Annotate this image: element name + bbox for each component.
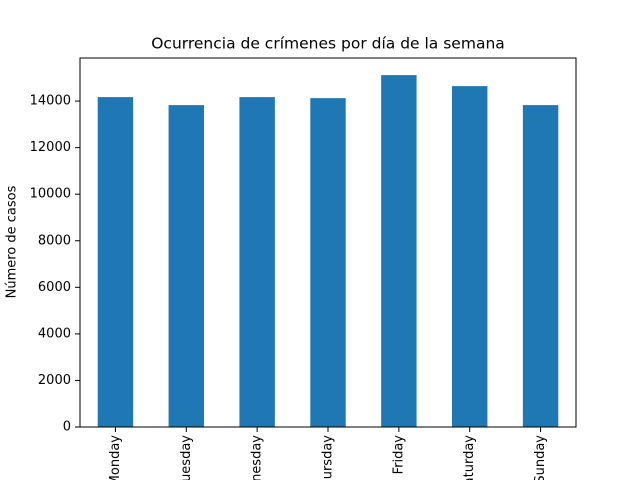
y-tick-label: 10000 <box>30 187 71 202</box>
bar <box>239 97 275 428</box>
y-tick-label: 14000 <box>30 94 71 109</box>
x-tick-label: Friday <box>391 435 406 475</box>
plot-frame <box>79 57 577 428</box>
y-axis-label: Número de casos <box>5 185 20 298</box>
bar <box>452 86 488 427</box>
y-tick-label: 8000 <box>38 233 71 248</box>
y-tick-label: 2000 <box>38 373 71 388</box>
y-tick-label: 0 <box>63 420 71 435</box>
x-tick-label: Thursday <box>321 435 336 480</box>
chart-title: Ocurrencia de crímenes por día de la sem… <box>151 35 505 53</box>
x-tick-label: Wednesday <box>250 435 265 480</box>
x-tick-label: Tuesday <box>179 435 194 480</box>
bar <box>381 75 417 427</box>
x-tick-label: Sunday <box>533 435 548 480</box>
y-tick-label: 4000 <box>38 326 71 341</box>
y-tick-label: 12000 <box>30 140 71 155</box>
bar <box>522 105 559 428</box>
x-tick-label: Saturday <box>462 435 477 480</box>
bar <box>168 105 204 428</box>
bar <box>97 97 134 428</box>
x-tick-label: Monday <box>108 435 123 480</box>
bar <box>310 98 346 428</box>
y-tick-label: 6000 <box>38 280 71 295</box>
